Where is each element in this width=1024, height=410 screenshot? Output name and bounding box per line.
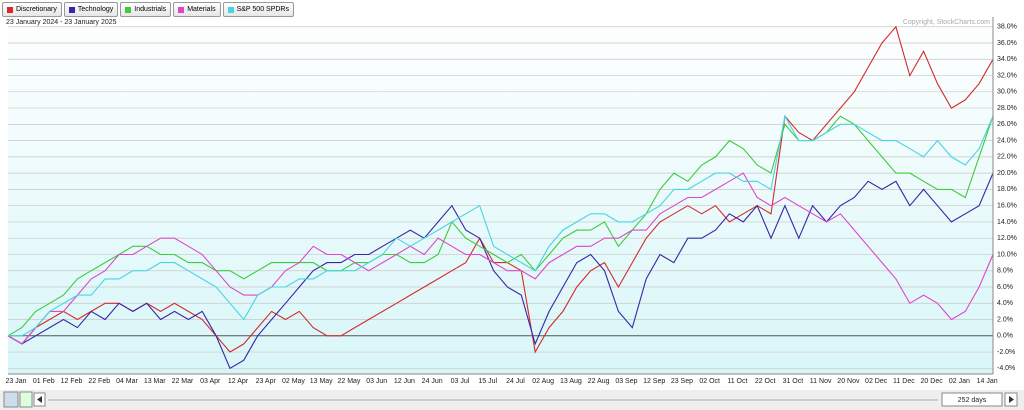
x-tick-label: 02 Oct — [699, 378, 720, 385]
y-tick-label: -4.0% — [997, 365, 1015, 372]
legend-swatch — [68, 6, 75, 13]
x-tick-label: 02 Dec — [865, 378, 888, 385]
legend-label: Discretionary — [16, 6, 57, 13]
x-tick-label: 13 Aug — [560, 378, 582, 385]
x-tick-label: 11 Dec — [893, 378, 915, 385]
x-tick-label: 12 Apr — [228, 378, 249, 385]
series-line — [7, 172, 994, 345]
x-tick-label: 22 Aug — [588, 378, 610, 385]
x-tick-label: 04 Mar — [116, 378, 138, 385]
legend-swatch — [7, 6, 13, 13]
x-tick-label: 31 Oct — [783, 378, 804, 385]
x-tick-label: 22 Oct — [755, 378, 776, 385]
x-tick-label: 13 May — [310, 378, 333, 385]
subtitle: 23 January 2024 - 23 January 2025 — [6, 19, 117, 26]
legend-item[interactable]: S&P 500 SPDRs — [222, 2, 294, 17]
legend-label: S&P 500 SPDRs — [236, 6, 289, 13]
x-tick-label: 11 Oct — [727, 378, 747, 385]
y-tick-label: 8.0% — [997, 268, 1013, 275]
y-tick-label: 28.0% — [997, 105, 1017, 112]
x-tick-label: 03 Jun — [366, 378, 387, 385]
y-tick-label: 18.0% — [997, 186, 1017, 193]
y-tick-label: 30.0% — [997, 89, 1017, 96]
x-tick-label: 02 Jan — [949, 378, 970, 385]
x-tick-label: 23 Jan — [5, 378, 26, 385]
range-label: 252 days — [958, 397, 987, 404]
legend-swatch — [227, 6, 234, 13]
y-tick-label: 20.0% — [997, 170, 1017, 177]
x-tick-label: 24 Jun — [422, 378, 443, 385]
y-tick-label: 36.0% — [997, 40, 1017, 47]
x-tick-label: 20 Dec — [921, 378, 944, 385]
y-tick-label: 4.0% — [997, 300, 1013, 307]
copyright: Copyright, StockCharts.com — [903, 19, 990, 26]
legend: Discretionary Technology Industrials Materi… — [2, 2, 294, 17]
x-tick-label: 02 May — [282, 378, 305, 385]
y-tick-label: 32.0% — [997, 72, 1017, 79]
x-tick-label: 23 Apr — [256, 378, 277, 385]
y-tick-label: 6.0% — [997, 284, 1013, 291]
y-tick-label: 16.0% — [997, 203, 1017, 210]
x-tick-label: 14 Jan — [977, 378, 998, 385]
legend-item[interactable]: Materials — [173, 2, 221, 17]
series-line — [7, 172, 994, 370]
x-tick-label: 15 Jul — [478, 378, 497, 385]
arrow-left — [37, 396, 42, 403]
x-tick-label: 23 Sep — [671, 378, 693, 385]
y-tick-label: 12.0% — [997, 235, 1017, 242]
legend-item[interactable]: Technology — [63, 2, 119, 17]
x-tick-label: 01 Feb — [33, 378, 55, 385]
legend-item[interactable]: Discretionary — [2, 2, 62, 17]
chart-icon[interactable] — [3, 391, 19, 408]
plot-background — [8, 17, 993, 374]
x-tick-label: 03 Jul — [451, 378, 470, 385]
legend-label: Materials — [187, 6, 216, 13]
x-tick-label: 22 Feb — [88, 378, 110, 385]
y-tick-label: 2.0% — [997, 316, 1013, 323]
y-tick-label: 22.0% — [997, 154, 1017, 161]
x-tick-label: 20 Nov — [837, 378, 860, 385]
x-tick-label: 03 Sep — [615, 378, 637, 385]
series-line — [8, 114, 994, 337]
legend-label: Industrials — [134, 6, 167, 13]
legend-item[interactable]: Industrials — [120, 2, 172, 17]
legend-swatch — [125, 6, 132, 13]
y-tick-label: 14.0% — [997, 219, 1017, 226]
y-tick-label: 0.0% — [997, 333, 1013, 340]
legend-label: Technology — [77, 6, 114, 13]
x-tick-label: 22 May — [337, 378, 360, 385]
x-tick-label: 02 Aug — [532, 378, 554, 385]
x-tick-label: 12 Sep — [643, 378, 665, 385]
x-tick-label: 11 Nov — [810, 378, 832, 385]
x-tick-label: 12 Jun — [394, 378, 415, 385]
x-tick-label: 13 Mar — [144, 378, 166, 385]
x-tick-label: 24 Jul — [506, 378, 525, 385]
y-tick-label: -2.0% — [997, 349, 1015, 356]
series-line — [7, 115, 994, 337]
legend-swatch — [178, 6, 185, 13]
y-tick-label: 34.0% — [997, 56, 1017, 63]
arrow-right — [1009, 396, 1014, 403]
color-icon[interactable] — [19, 391, 33, 408]
y-tick-label: 24.0% — [997, 137, 1017, 144]
y-tick-label: 38.0% — [997, 24, 1017, 31]
range-box[interactable] — [941, 392, 1003, 407]
series-line — [7, 25, 994, 354]
x-tick-label: 03 Apr — [200, 378, 221, 385]
y-tick-label: 10.0% — [997, 251, 1017, 258]
x-tick-label: 22 Mar — [172, 378, 194, 385]
x-tick-label: 12 Feb — [61, 378, 83, 385]
y-tick-label: 26.0% — [997, 121, 1017, 128]
